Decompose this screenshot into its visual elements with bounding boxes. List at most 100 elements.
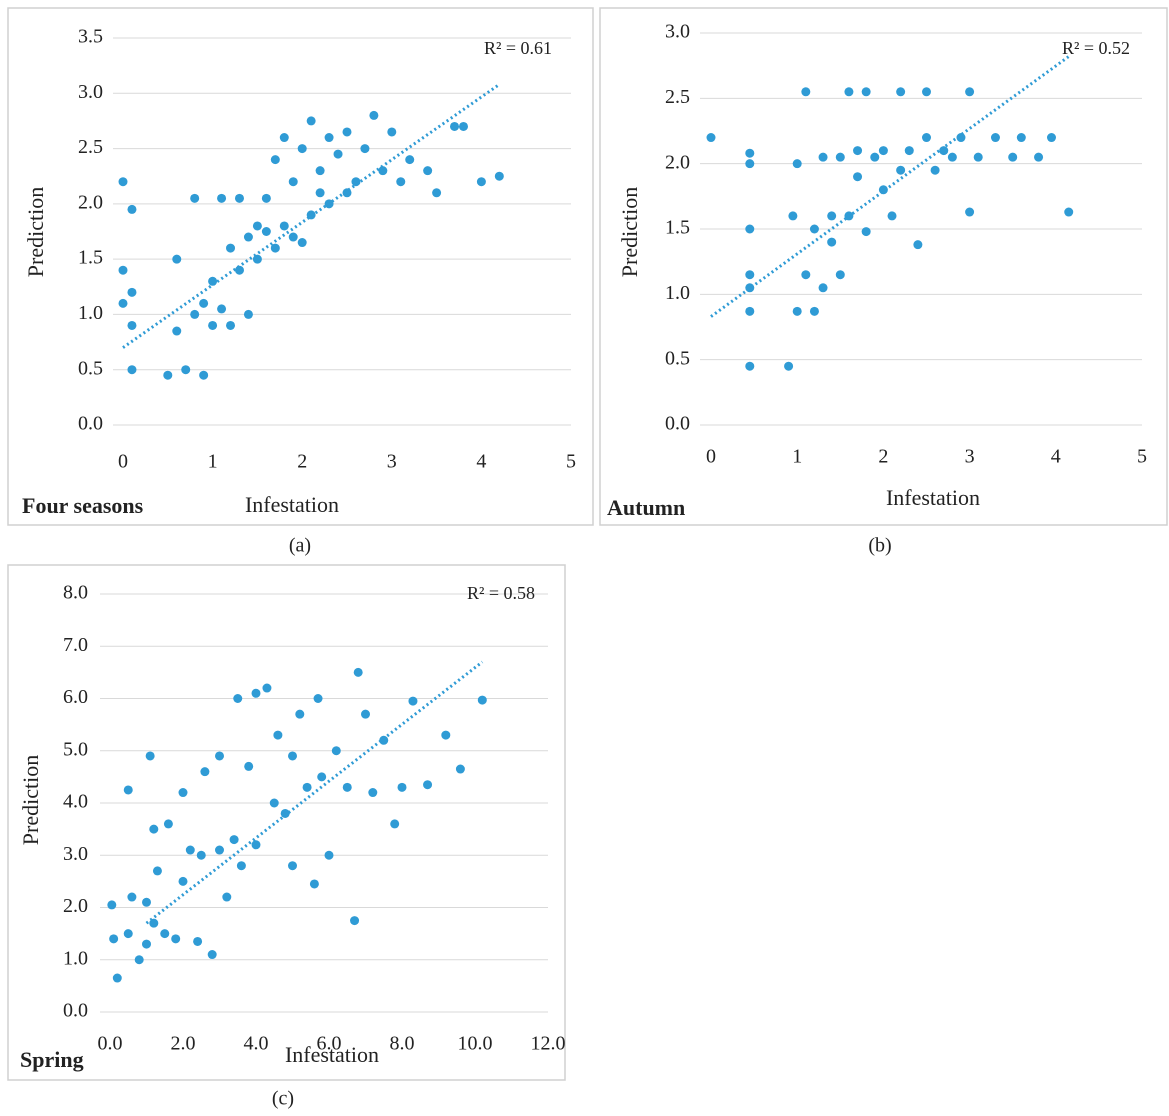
point	[244, 761, 254, 771]
point	[913, 240, 923, 250]
point	[142, 939, 151, 949]
point	[360, 144, 370, 154]
point	[134, 955, 144, 965]
point	[368, 788, 378, 798]
point	[190, 193, 200, 203]
point	[172, 254, 182, 264]
point	[127, 287, 137, 297]
point	[809, 306, 819, 316]
panel-label: Four seasons	[22, 493, 144, 518]
r-squared: R² = 0.58	[467, 583, 535, 603]
point	[792, 159, 802, 169]
point	[390, 819, 400, 829]
point	[1034, 152, 1044, 162]
x-tick-label: 4	[476, 451, 486, 473]
point	[745, 306, 755, 316]
point	[112, 973, 122, 983]
point	[1046, 133, 1056, 143]
point	[342, 782, 352, 792]
point	[458, 121, 468, 131]
trendline	[145, 660, 484, 925]
point	[152, 866, 162, 876]
x-tick-label: 3	[387, 451, 397, 473]
point	[127, 365, 137, 375]
caption: (a)	[289, 535, 311, 557]
point	[306, 116, 316, 126]
point	[297, 238, 307, 248]
y-tick-label: 8.0	[63, 582, 88, 604]
point	[273, 730, 283, 740]
r-squared: R² = 0.61	[484, 38, 552, 58]
point	[853, 172, 863, 182]
y-tick-label: 1.5	[78, 247, 103, 269]
point	[269, 798, 279, 808]
point	[127, 892, 137, 902]
x-tick-label: 4.0	[244, 1033, 269, 1055]
point	[408, 696, 418, 706]
point	[149, 824, 159, 834]
point	[870, 152, 880, 162]
caption: (b)	[868, 535, 891, 557]
panel-label: Spring	[20, 1047, 84, 1072]
caption: (c)	[272, 1088, 294, 1110]
x-axis-label: Infestation	[245, 492, 339, 517]
point	[455, 764, 465, 774]
y-tick-label: 3.0	[78, 81, 103, 103]
point	[226, 320, 236, 330]
point	[745, 270, 755, 280]
point	[361, 709, 370, 719]
point	[234, 193, 244, 203]
x-tick-label: 5	[566, 451, 576, 473]
point	[904, 146, 914, 156]
point	[261, 227, 271, 236]
point	[217, 304, 227, 314]
point	[317, 772, 327, 782]
point	[353, 667, 363, 677]
y-axis-label: Prediction	[23, 187, 48, 277]
point	[792, 306, 802, 316]
point	[331, 746, 341, 756]
point	[118, 298, 128, 308]
y-tick-label: 0.5	[78, 357, 103, 379]
point	[423, 780, 433, 790]
point	[295, 709, 305, 719]
point	[369, 110, 379, 120]
panel-label: Autumn	[607, 495, 685, 520]
point	[494, 171, 504, 181]
point	[861, 227, 871, 237]
point	[405, 155, 415, 165]
x-tick-label: 6.0	[317, 1033, 342, 1055]
point	[118, 265, 128, 275]
y-tick-label: 4.0	[63, 791, 88, 813]
point	[270, 155, 280, 165]
point	[123, 785, 133, 795]
panel-b	[599, 7, 1168, 526]
x-tick-label: 3	[965, 446, 975, 468]
point	[1064, 207, 1074, 217]
point	[973, 152, 983, 162]
point	[118, 177, 128, 187]
point	[896, 165, 906, 175]
point	[163, 370, 173, 380]
point	[745, 159, 755, 169]
point	[252, 221, 262, 231]
x-tick-label: 4	[1051, 446, 1061, 468]
point	[190, 309, 200, 319]
y-tick-label: 7.0	[63, 634, 88, 656]
x-axis-label: Infestation	[285, 1042, 379, 1067]
point	[827, 237, 837, 247]
x-tick-label: 8.0	[390, 1033, 415, 1055]
point	[243, 232, 253, 242]
point	[333, 149, 343, 159]
point	[288, 751, 297, 761]
y-tick-label: 1.5	[665, 217, 690, 239]
point	[706, 133, 716, 143]
point	[199, 370, 209, 380]
point	[251, 688, 261, 698]
point	[172, 326, 182, 336]
point	[208, 320, 218, 330]
x-tick-label: 2.0	[171, 1033, 196, 1055]
point	[193, 936, 203, 946]
point	[123, 929, 133, 939]
point	[896, 87, 906, 97]
